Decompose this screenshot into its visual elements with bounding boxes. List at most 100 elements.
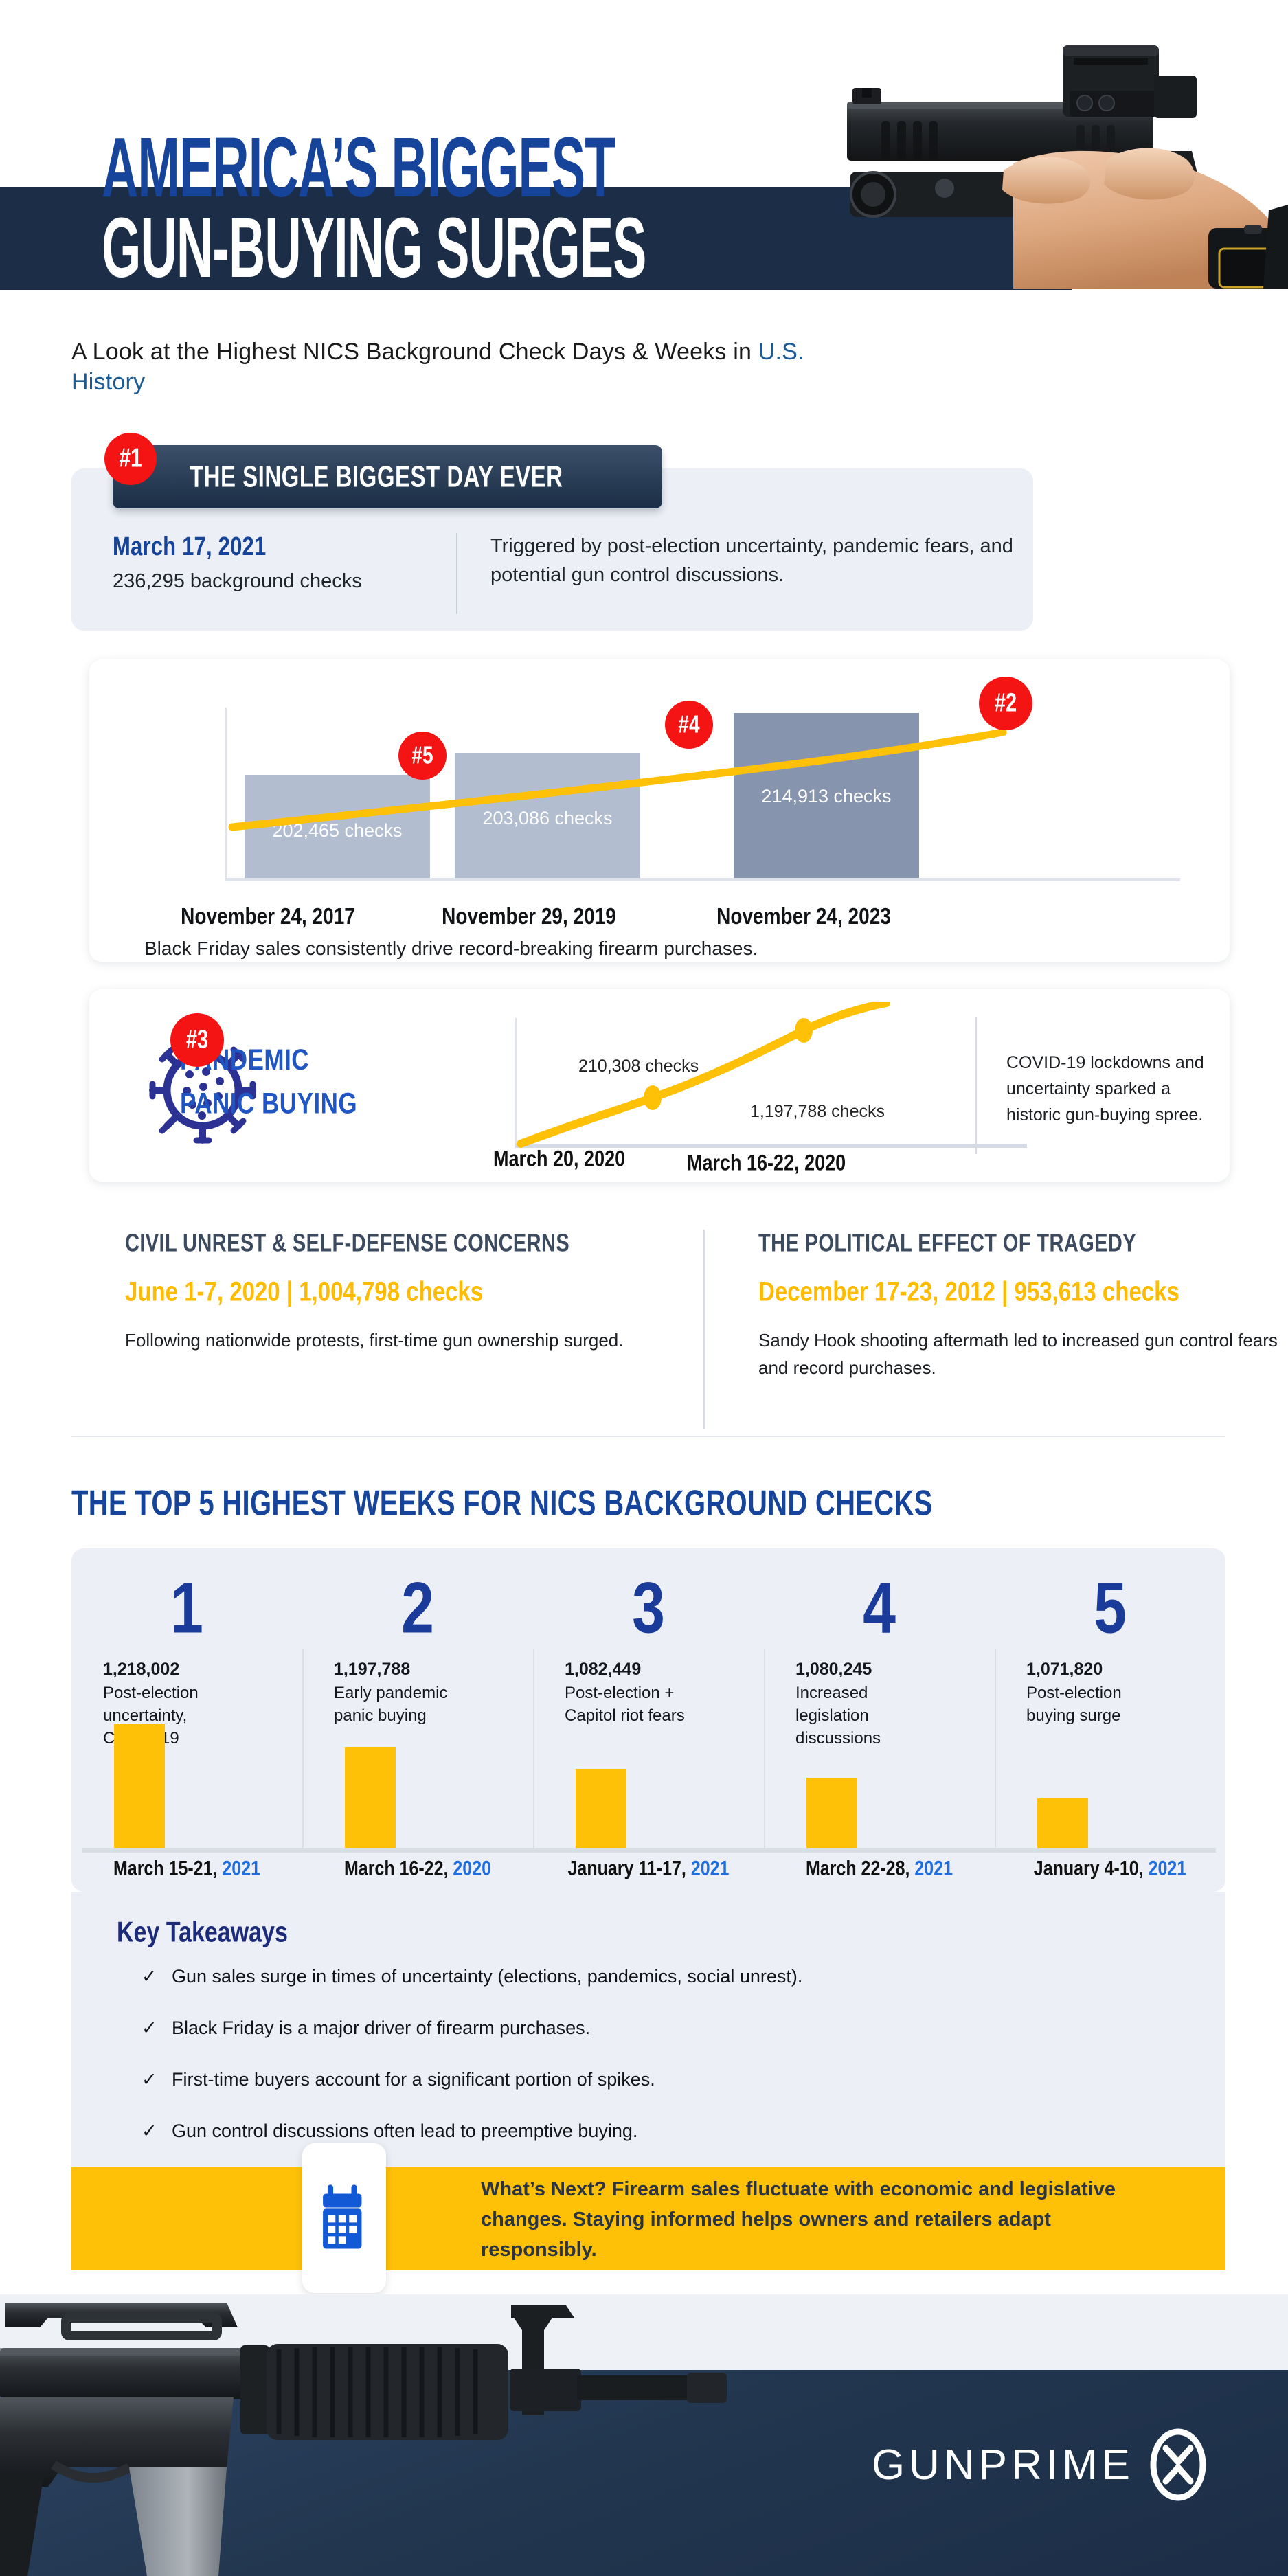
rank-badge-5: #5 xyxy=(398,732,447,780)
top5-column-2: 2 1,197,788 Early pandemic panic buying xyxy=(302,1548,533,1851)
column-heading: THE POLITICAL EFFECT OF TRAGEDY xyxy=(758,1230,1136,1257)
bar-value-2023: 214,913 checks xyxy=(761,785,892,806)
black-friday-chart: 202,465 checks 203,086 checks 214,913 ch… xyxy=(144,687,1202,893)
biggest-day-ribbon: THE SINGLE BIGGEST DAY EVER xyxy=(113,445,662,508)
reason-text: Post-election + Capitol riot fears xyxy=(565,1684,685,1725)
ar-15-rifle-photo xyxy=(0,2287,728,2576)
hero-title-line1: AMERICA’S BIGGEST xyxy=(102,121,615,216)
chart-baseline xyxy=(82,1848,1216,1853)
page-subtitle: A Look at the Highest NICS Background Ch… xyxy=(71,337,827,397)
chart-y-axis xyxy=(515,1018,517,1145)
crosshair-x-icon xyxy=(1150,2428,1206,2501)
bar-rank-2 xyxy=(345,1747,396,1851)
black-friday-card: 202,465 checks 203,086 checks 214,913 ch… xyxy=(89,659,1230,962)
brand-name: GUNPRIME xyxy=(871,2441,1134,2489)
check-icon: ✓ xyxy=(142,1966,157,1987)
top5-title: THE TOP 5 HIGHEST WEEKS FOR NICS BACKGRO… xyxy=(71,1484,933,1524)
pandemic-trend-line xyxy=(517,1002,890,1148)
biggest-day-description: Triggered by post-election uncertainty, … xyxy=(490,535,1013,586)
date-label-2: March 16-22, 2020 xyxy=(343,1857,492,1880)
hero-title-line2: GUN-BUYING SURGES xyxy=(102,201,646,296)
biggest-day-checks: 236,295 background checks xyxy=(113,570,362,592)
weapon-light xyxy=(850,171,1021,218)
subtitle-text: A Look at the Highest NICS Background Ch… xyxy=(71,339,758,365)
rank-number: 2 xyxy=(401,1568,434,1649)
reason-text: Increased legislation discussions xyxy=(795,1684,881,1748)
key-takeaways-title: Key Takeaways xyxy=(117,1917,288,1949)
black-friday-x-labels: November 24, 2017 November 29, 2019 Nove… xyxy=(144,903,1202,929)
bar-rank-1 xyxy=(114,1724,165,1851)
date-label-3: January 11-17, 2021 xyxy=(567,1857,730,1880)
pandemic-point-b-value: 1,197,788 checks xyxy=(750,1102,885,1121)
check-icon: ✓ xyxy=(142,2018,157,2038)
column-heading: CIVIL UNREST & SELF-DEFENSE CONCERNS xyxy=(125,1230,570,1257)
bar-2023: 214,913 checks xyxy=(734,713,919,878)
takeaway-text: Gun control discussions often lead to pr… xyxy=(172,2121,638,2141)
section-divider xyxy=(71,1436,1225,1437)
bar-2017: 202,465 checks xyxy=(245,775,430,878)
reason-text: Early pandemic panic buying xyxy=(334,1684,448,1725)
rank-badge-3: #3 xyxy=(170,1013,224,1067)
x-label-2017: November 24, 2017 xyxy=(181,903,355,929)
pandemic-date-a: March 20, 2020 xyxy=(493,1146,626,1171)
rank-number: 3 xyxy=(632,1568,665,1649)
whats-next-text: What’s Next? Firearm sales fluctuate wit… xyxy=(481,2178,1116,2261)
pandemic-date-b: March 16-22, 2020 xyxy=(687,1150,846,1175)
pandemic-title-line2: PANIC BUYING xyxy=(180,1087,358,1120)
check-icon: ✓ xyxy=(142,2121,157,2141)
chart-x-axis xyxy=(515,1144,1027,1148)
reason-text: Post-election buying surge xyxy=(1026,1684,1122,1725)
vertical-divider xyxy=(703,1230,705,1429)
red-dot-optic xyxy=(1063,45,1197,118)
gunprime-logo: GUNPRIME xyxy=(872,2428,1207,2502)
column-body: Following nationwide protests, first-tim… xyxy=(125,1330,624,1351)
hand-holding-pistol-photo xyxy=(807,7,1288,289)
takeaway-item: ✓ Gun sales surge in times of uncertaint… xyxy=(142,1966,1103,1987)
bar-rank-4 xyxy=(806,1778,857,1851)
rank-badge-2: #2 xyxy=(979,677,1032,730)
bar-value-2017: 202,465 checks xyxy=(272,820,403,841)
top5-card: 1 1,218,002 Post-election uncertainty, C… xyxy=(71,1548,1225,1892)
takeaway-text: First-time buyers account for a signific… xyxy=(172,2069,655,2090)
bar-rank-5 xyxy=(1037,1798,1088,1851)
biggest-day-date: March 17, 2021 xyxy=(113,532,267,561)
check-count: 1,218,002 xyxy=(103,1660,180,1679)
x-label-2019: November 29, 2019 xyxy=(442,903,616,929)
rank-number: 4 xyxy=(863,1568,896,1649)
check-count: 1,082,449 xyxy=(565,1660,642,1679)
check-count: 1,071,820 xyxy=(1026,1660,1103,1679)
column-body: Sandy Hook shooting aftermath led to inc… xyxy=(758,1330,1278,1378)
rank-number: 1 xyxy=(170,1568,203,1649)
civil-unrest-column: CIVIL UNREST & SELF-DEFENSE CONCERNS Jun… xyxy=(125,1230,647,1354)
pandemic-point-a-value: 210,308 checks xyxy=(578,1057,699,1076)
vertical-divider xyxy=(975,1017,977,1154)
bar-value-2019: 203,086 checks xyxy=(482,808,613,829)
two-column-section: CIVIL UNREST & SELF-DEFENSE CONCERNS Jun… xyxy=(71,1230,1278,1443)
key-takeaways-list: ✓ Gun sales surge in times of uncertaint… xyxy=(142,1966,1103,2172)
column-stat: December 17-23, 2012 | 953,613 checks xyxy=(758,1276,1179,1307)
takeaway-text: Gun sales surge in times of uncertainty … xyxy=(172,1966,803,1987)
top5-column-1: 1 1,218,002 Post-election uncertainty, C… xyxy=(71,1548,302,1851)
column-stat: June 1-7, 2020 | 1,004,798 checks xyxy=(125,1276,484,1307)
pandemic-card: 210,308 checks 1,197,788 checks xyxy=(89,989,1230,1182)
check-icon: ✓ xyxy=(142,2069,157,2090)
biggest-day-left: March 17, 2021 236,295 background checks xyxy=(71,532,456,614)
vertical-divider xyxy=(456,533,457,614)
bar-2019: 203,086 checks xyxy=(455,753,640,878)
check-count: 1,197,788 xyxy=(334,1660,411,1679)
ribbon-title: THE SINGLE BIGGEST DAY EVER xyxy=(190,459,563,493)
bar-rank-3 xyxy=(576,1769,626,1851)
pandemic-chart: 210,308 checks 1,197,788 checks xyxy=(515,1002,1037,1155)
takeaway-text: Black Friday is a major driver of firear… xyxy=(172,2018,591,2038)
black-friday-caption: Black Friday sales consistently drive re… xyxy=(144,938,758,959)
takeaway-item: ✓ First-time buyers account for a signif… xyxy=(142,2069,1103,2090)
rank-badge-4: #4 xyxy=(665,701,713,749)
top5-column-5: 5 1,071,820 Post-election buying surge xyxy=(995,1548,1225,1851)
whats-next-band xyxy=(71,2167,1225,2270)
rank-badge-1: #1 xyxy=(104,433,157,485)
date-label-4: March 22-28, 2021 xyxy=(805,1857,953,1880)
political-effect-column: THE POLITICAL EFFECT OF TRAGEDY December… xyxy=(758,1230,1280,1381)
top5-date-labels: March 15-21, 2021 March 16-22, 2020 Janu… xyxy=(71,1857,1225,1880)
takeaway-item: ✓ Black Friday is a major driver of fire… xyxy=(142,2018,1103,2039)
